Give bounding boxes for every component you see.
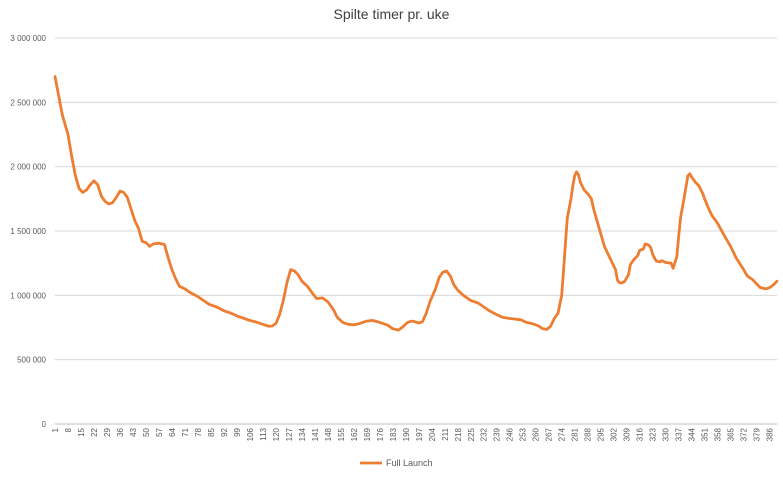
x-tick-label: 211	[441, 427, 450, 440]
series-layer	[53, 75, 779, 332]
x-tick-label: 106	[246, 427, 255, 441]
legend-label: Full Launch	[386, 458, 433, 468]
x-tick-label: 148	[324, 427, 333, 441]
x-tick-label: 204	[428, 427, 437, 441]
y-tick-label: 1 000 000	[10, 291, 46, 300]
x-tick-label: 295	[597, 427, 606, 441]
x-tick-label: 57	[155, 427, 164, 436]
x-tick-label: 169	[363, 427, 372, 441]
x-tick-label: 127	[285, 427, 294, 441]
x-tick-label: 267	[545, 427, 554, 441]
y-tick-label: 500 000	[17, 356, 46, 365]
x-tick-label: 302	[610, 427, 619, 441]
x-tick-label: 274	[558, 427, 567, 441]
x-tick-label: 246	[506, 427, 515, 441]
gridlines	[55, 37, 777, 425]
x-tick-label: 50	[142, 427, 151, 436]
legend: Full Launch	[360, 458, 433, 468]
x-tick-label: 351	[701, 427, 710, 441]
x-tick-label: 309	[623, 427, 632, 441]
x-tick-label: 386	[766, 427, 775, 441]
x-tick-label: 22	[90, 427, 99, 436]
x-tick-label: 92	[220, 427, 229, 436]
x-tick-label: 379	[753, 427, 762, 441]
x-tick-label: 190	[402, 427, 411, 441]
y-tick-label: 2 500 000	[10, 98, 46, 107]
y-tick-label: 3 000 000	[10, 34, 46, 43]
x-tick-label: 71	[181, 427, 190, 436]
x-tick-label: 64	[168, 427, 177, 436]
x-tick-label: 344	[688, 427, 697, 441]
x-tick-label: 155	[337, 427, 346, 441]
x-tick-label: 288	[584, 427, 593, 441]
x-tick-label: 113	[259, 427, 268, 440]
x-tick-label: 36	[116, 427, 125, 436]
x-tick-label: 316	[636, 427, 645, 441]
x-tick-label: 365	[727, 427, 736, 441]
x-tick-label: 78	[194, 427, 203, 436]
x-axis: 1 8 15 22 29 36 43 50 57 64 71 78 85 92 99 106 113 120 127…	[51, 427, 775, 441]
x-tick-label: 183	[389, 427, 398, 441]
x-tick-label: 197	[415, 427, 424, 441]
y-tick-label: 0	[42, 420, 47, 429]
x-tick-label: 162	[350, 427, 359, 441]
x-tick-label: 330	[662, 427, 671, 441]
x-tick-label: 260	[532, 427, 541, 441]
x-tick-label: 29	[103, 427, 112, 436]
x-tick-label: 225	[467, 427, 476, 441]
series-line-full-launch	[53, 75, 779, 332]
x-tick-label: 120	[272, 427, 281, 441]
y-tick-label: 2 000 000	[10, 163, 46, 172]
x-tick-label: 134	[298, 427, 307, 441]
x-tick-label: 15	[77, 427, 86, 436]
x-tick-label: 8	[64, 427, 73, 432]
x-tick-label: 99	[233, 427, 242, 436]
x-tick-label: 218	[454, 427, 463, 441]
x-tick-label: 323	[649, 427, 658, 441]
x-tick-label: 43	[129, 427, 138, 436]
x-tick-label: 85	[207, 427, 216, 436]
y-tick-label: 1 500 000	[10, 227, 46, 236]
y-axis: 0 500 000 1 000 000 1 500 000 2 000 000 2 500…	[10, 34, 46, 429]
x-tick-label: 281	[571, 427, 580, 441]
x-tick-label: 337	[675, 427, 684, 441]
chart-title: Spilte timer pr. uke	[333, 6, 450, 22]
x-tick-label: 232	[480, 427, 489, 441]
x-tick-label: 1	[51, 427, 60, 432]
x-tick-label: 176	[376, 427, 385, 441]
x-tick-label: 141	[311, 427, 320, 441]
x-tick-label: 239	[493, 427, 502, 441]
x-tick-label: 358	[714, 427, 723, 441]
x-tick-label: 372	[740, 427, 749, 441]
x-tick-label: 253	[519, 427, 528, 441]
